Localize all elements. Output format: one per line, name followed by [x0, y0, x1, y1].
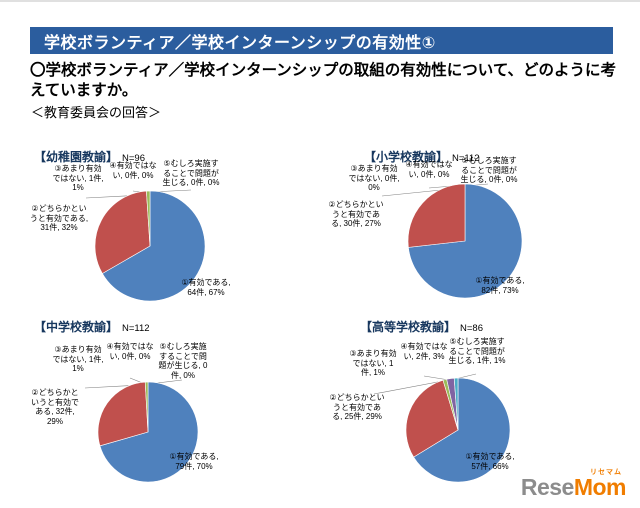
pie-slice-1	[101, 190, 206, 302]
chart-title-text: 【幼稚園教諭】	[34, 150, 119, 164]
chart-elementary: 【小学校教諭】 N=112 ①有効である, 82件, 73% ②どちらかというと有…	[328, 148, 630, 338]
pie-label-not-effective: ④有効ではない, 0件, 0%	[109, 161, 157, 180]
answer-heading: ＜教育委員会の回答＞	[31, 105, 162, 120]
pie-label-not-effective: ④有効ではない, 0件, 0%	[405, 160, 453, 179]
pie-slice-5	[453, 377, 459, 431]
chart-high-school: 【高等学校教諭】 N=86 ①有効である, 57件, 66% ②どちらかというと有…	[329, 318, 630, 508]
pie-label-not-effective: ④有効ではない, 2件, 3%	[400, 342, 448, 361]
pie-slices	[94, 190, 206, 302]
chart-title-text: 【高等学校教諭】	[360, 320, 457, 334]
pie-chart-svg	[373, 373, 511, 483]
question-text: 〇学校ボランティア／学校インターンシップの取組の有効性について、どのように考えて…	[30, 62, 617, 99]
pie-slice-3	[144, 381, 149, 433]
chart-n-label: N=96	[122, 153, 145, 164]
pie-slice-1	[99, 381, 199, 483]
resemom-logo-orange-text: Mom	[573, 474, 627, 500]
pie-slices	[405, 377, 511, 483]
pie-chart-svg	[84, 377, 199, 483]
pie-chart-svg	[85, 189, 206, 302]
pie-label-causes-problems: ⑤むしろ実施することで問題が生じる, 0件, 0%	[162, 159, 220, 188]
pie-label-not-very-effective: ③あまり有効ではない, 1件, 1%	[349, 349, 397, 378]
top-edge-strip	[0, 0, 640, 2]
pie-slice-2	[94, 190, 151, 274]
pie-slice-3	[146, 190, 151, 247]
resemom-logo-ruby: リセマム	[590, 469, 622, 476]
pie-label-not-very-effective: ③あまり有効ではない, 0件, 0%	[348, 164, 400, 193]
chart-title-text: 【中学校教諭】	[34, 320, 119, 334]
pie-label-effective: ①有効である, 79件, 70%	[169, 452, 219, 471]
pie-label-not-very-effective: ③あまり有効ではない, 1件, 1%	[52, 345, 104, 374]
chart-n-label: N=112	[452, 153, 480, 164]
pie-label-somewhat-effective: ②どちらかというと有効である, 25件, 29%	[329, 393, 385, 422]
pie-slices	[407, 183, 523, 299]
pie-slice-1	[413, 377, 511, 483]
pie-slices	[97, 381, 199, 483]
pie-label-not-very-effective: ③あまり有効ではない, 1件, 1%	[52, 164, 104, 193]
chart-n-label: N=112	[122, 323, 150, 334]
pie-label-not-effective: ④有効ではない, 0件, 0%	[106, 342, 154, 361]
pie-label-effective: ①有効である, 57件, 66%	[465, 452, 515, 471]
pie-label-somewhat-effective: ②どちらかというと有効である, 31件, 32%	[29, 204, 89, 233]
page-title-bar: 学校ボランティア／学校インターンシップの有効性①	[30, 27, 613, 54]
resemom-logo-gray-text: Rese	[520, 474, 574, 500]
pie-label-somewhat-effective: ②どちらかというと有効である, 32件, 29%	[31, 388, 79, 426]
chart-n-label: N=86	[460, 323, 483, 334]
pie-label-causes-problems: ⑤むしろ実施することで問題が生じる, 1件, 1%	[448, 337, 506, 366]
chart-title: 【高等学校教諭】 N=86	[360, 318, 483, 335]
chart-title: 【幼稚園教諭】 N=96	[34, 148, 145, 165]
pie-slice-2	[97, 381, 149, 447]
chart-title: 【中学校教諭】 N=112	[34, 318, 150, 335]
chart-title: 【小学校教諭】 N=112	[364, 148, 480, 165]
pie-label-somewhat-effective: ②どちらかというと有効である, 30件, 27%	[328, 200, 384, 229]
pie-slice-2	[407, 183, 466, 248]
pie-label-causes-problems: ⑤むしろ実施することで問題が生じる, 0件, 0%	[460, 156, 518, 185]
pie-chart-svg	[381, 183, 523, 299]
pie-slice-2	[405, 379, 459, 458]
pie-label-effective: ①有効である, 64件, 67%	[181, 278, 231, 297]
pie-label-effective: ①有効である, 82件, 73%	[475, 276, 525, 295]
chart-title-text: 【小学校教諭】	[364, 150, 449, 164]
chart-kindergarten: 【幼稚園教諭】 N=96 ①有効である, 64件, 67% ②どちらかというと有効…	[30, 148, 330, 338]
page-title: 学校ボランティア／学校インターンシップの有効性①	[44, 34, 436, 52]
chart-junior-high: 【中学校教諭】 N=112 ①有効である, 79件, 70% ②どちらかというと有…	[30, 318, 330, 508]
pie-label-causes-problems: ⑤むしろ実施することで問題が生じる, 0件, 0%	[158, 342, 208, 380]
resemom-logo: リセマム ReseMom	[520, 469, 627, 500]
